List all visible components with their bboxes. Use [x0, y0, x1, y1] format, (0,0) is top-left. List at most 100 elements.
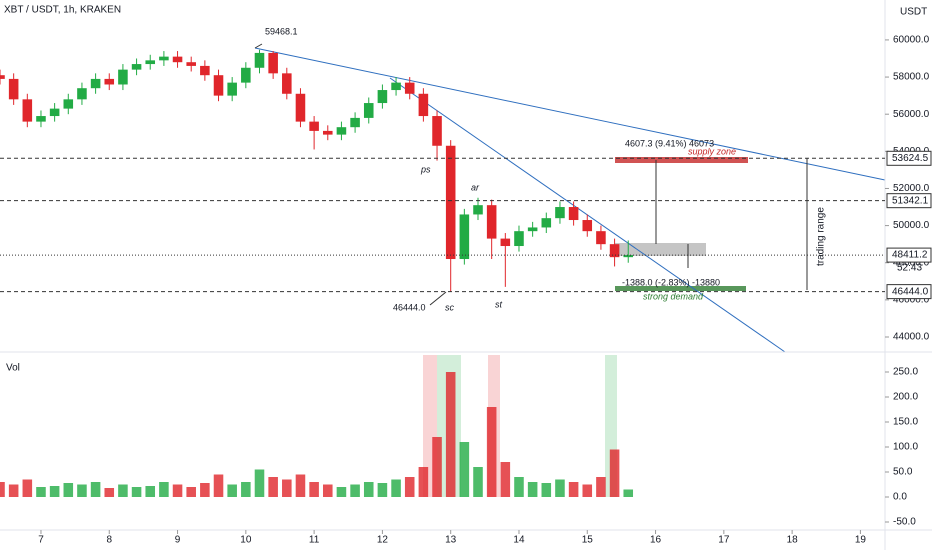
- x-tick-label: 9: [175, 535, 181, 546]
- candle-body: [363, 103, 374, 118]
- x-tick-label: 7: [38, 535, 44, 546]
- price-tag-label: 46444.0: [892, 286, 929, 297]
- y2-tick-label: 100.0: [893, 442, 918, 453]
- candle-body: [104, 78, 115, 85]
- y2-tick-label: -50.0: [893, 517, 916, 528]
- y-tick-label: 52000.0: [893, 183, 930, 194]
- candle-body: [159, 56, 169, 61]
- candle-body: [254, 52, 265, 68]
- measure-label: 4607.3 (9.41%) 46073: [625, 138, 714, 148]
- range-label: trading range: [816, 207, 827, 266]
- volume-bar: [363, 482, 374, 497]
- volume-bar: [77, 484, 87, 497]
- y-tick-label: 56000.0: [893, 109, 930, 120]
- volume-bar: [241, 482, 251, 497]
- x-tick-label: 16: [650, 535, 662, 546]
- callout: [429, 291, 447, 306]
- price-tag: [886, 150, 932, 166]
- volume-bar: [0, 482, 5, 497]
- candle-body: [568, 207, 579, 221]
- candle-body: [118, 69, 128, 85]
- peak-label: 59468.1: [265, 26, 298, 36]
- volume-bar: [459, 442, 470, 497]
- candle-body: [63, 99, 74, 109]
- volume-bar: [623, 489, 634, 497]
- y-tick-label: 48000.0: [893, 257, 930, 268]
- volume-bar: [336, 487, 347, 497]
- volume-bar: [200, 483, 210, 497]
- candle-body: [473, 205, 483, 215]
- candle-body: [49, 108, 60, 117]
- candle-body: [131, 64, 142, 70]
- candle-body: [295, 93, 306, 122]
- price-tag-label: 48411.2: [892, 250, 928, 261]
- candle-body: [77, 88, 87, 100]
- x-tick-label: 15: [582, 535, 594, 546]
- low-label: 46444.0: [393, 302, 426, 312]
- candle-body: [404, 82, 415, 94]
- y-tick-label: 60000.0: [893, 35, 930, 46]
- price-tag: [886, 284, 932, 300]
- volume-bar: [36, 487, 46, 497]
- x-tick-label: 14: [513, 535, 525, 546]
- volume-bar: [118, 484, 128, 497]
- x-tick-label: 12: [377, 535, 389, 546]
- volume-bar: [609, 449, 620, 497]
- candle-body: [90, 78, 101, 89]
- y2-tick-label: 50.0: [893, 467, 913, 478]
- price-box: [615, 243, 706, 256]
- y2-tick-label: 200.0: [893, 392, 918, 403]
- volume-bar: [104, 488, 115, 497]
- candle-body: [623, 255, 634, 258]
- candle-body: [0, 75, 5, 79]
- volume-bar: [486, 407, 497, 497]
- volume-bar: [582, 484, 593, 497]
- volume-bar: [159, 482, 169, 497]
- candle-body: [350, 117, 360, 128]
- candle-body: [391, 82, 401, 91]
- candle-body: [555, 207, 565, 219]
- x-tick-label: 10: [240, 535, 252, 546]
- volume-bar: [268, 477, 278, 497]
- volume-bar: [527, 482, 538, 497]
- candle-body: [459, 214, 470, 260]
- candle-body: [227, 82, 237, 96]
- candle-body: [418, 93, 429, 117]
- countdown: 52:43: [897, 263, 922, 274]
- volume-bar: [49, 486, 60, 497]
- x-tick-label: 17: [718, 535, 730, 546]
- volume-bar: [295, 474, 306, 497]
- candle-body: [322, 130, 333, 135]
- y2-tick-label: 0.0: [893, 492, 907, 503]
- volume-bar: [172, 484, 183, 497]
- volume-bar: [350, 484, 360, 497]
- candle-body: [541, 218, 552, 228]
- x-tick-label: 18: [787, 535, 799, 546]
- annotation: st: [495, 299, 503, 309]
- volume-label: Vol: [6, 363, 20, 374]
- volume-bar: [254, 469, 265, 497]
- callout: [254, 43, 263, 49]
- candle-body: [241, 67, 251, 83]
- volume-bar: [131, 487, 142, 497]
- candle-body: [282, 73, 292, 94]
- volume-bar: [145, 486, 156, 497]
- y-tick-label: 46000.0: [893, 295, 930, 306]
- price-tag-label: 51342.1: [892, 195, 929, 206]
- volume-bar: [377, 483, 388, 497]
- volume-bar: [22, 479, 33, 497]
- annotation: ar: [471, 182, 480, 192]
- annotation: ps: [420, 164, 431, 174]
- candle-body: [582, 220, 593, 232]
- candle-body: [609, 244, 620, 258]
- volume-bar: [596, 477, 606, 497]
- volume-bar: [514, 477, 524, 497]
- candle-body: [432, 116, 442, 146]
- volume-bar: [445, 372, 456, 497]
- volume-bar: [309, 482, 319, 497]
- volume-bar: [568, 482, 579, 497]
- volume-bar: [555, 479, 565, 497]
- volume-bar: [541, 483, 552, 497]
- candle-body: [36, 116, 46, 122]
- price-tag: [886, 247, 932, 263]
